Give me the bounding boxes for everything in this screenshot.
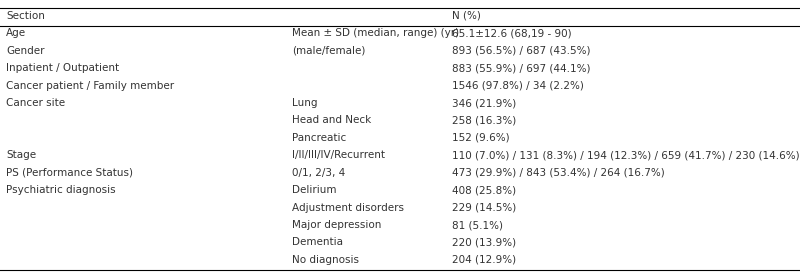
Text: 893 (56.5%) / 687 (43.5%): 893 (56.5%) / 687 (43.5%) bbox=[452, 46, 590, 56]
Text: 81 (5.1%): 81 (5.1%) bbox=[452, 220, 503, 230]
Text: Psychiatric diagnosis: Psychiatric diagnosis bbox=[6, 185, 116, 195]
Text: 204 (12.9%): 204 (12.9%) bbox=[452, 255, 516, 265]
Text: Age: Age bbox=[6, 28, 26, 38]
Text: PS (Performance Status): PS (Performance Status) bbox=[6, 168, 134, 178]
Text: No diagnosis: No diagnosis bbox=[292, 255, 359, 265]
Text: 1546 (97.8%) / 34 (2.2%): 1546 (97.8%) / 34 (2.2%) bbox=[452, 81, 584, 91]
Text: 65.1±12.6 (68,19 - 90): 65.1±12.6 (68,19 - 90) bbox=[452, 28, 572, 38]
Text: 883 (55.9%) / 697 (44.1%): 883 (55.9%) / 697 (44.1%) bbox=[452, 63, 590, 73]
Text: Pancreatic: Pancreatic bbox=[292, 133, 346, 143]
Text: Delirium: Delirium bbox=[292, 185, 337, 195]
Text: (male/female): (male/female) bbox=[292, 46, 366, 56]
Text: Inpatient / Outpatient: Inpatient / Outpatient bbox=[6, 63, 119, 73]
Text: Section: Section bbox=[6, 11, 46, 21]
Text: Adjustment disorders: Adjustment disorders bbox=[292, 203, 404, 213]
Text: 110 (7.0%) / 131 (8.3%) / 194 (12.3%) / 659 (41.7%) / 230 (14.6%): 110 (7.0%) / 131 (8.3%) / 194 (12.3%) / … bbox=[452, 150, 800, 160]
Text: 346 (21.9%): 346 (21.9%) bbox=[452, 98, 516, 108]
Text: 473 (29.9%) / 843 (53.4%) / 264 (16.7%): 473 (29.9%) / 843 (53.4%) / 264 (16.7%) bbox=[452, 168, 665, 178]
Text: 258 (16.3%): 258 (16.3%) bbox=[452, 115, 516, 125]
Text: Gender: Gender bbox=[6, 46, 45, 56]
Text: Head and Neck: Head and Neck bbox=[292, 115, 371, 125]
Text: Major depression: Major depression bbox=[292, 220, 382, 230]
Text: 220 (13.9%): 220 (13.9%) bbox=[452, 237, 516, 247]
Text: Lung: Lung bbox=[292, 98, 318, 108]
Text: N (%): N (%) bbox=[452, 11, 481, 21]
Text: Dementia: Dementia bbox=[292, 237, 343, 247]
Text: Mean ± SD (median, range) (yr): Mean ± SD (median, range) (yr) bbox=[292, 28, 459, 38]
Text: Cancer site: Cancer site bbox=[6, 98, 66, 108]
Text: 229 (14.5%): 229 (14.5%) bbox=[452, 203, 516, 213]
Text: I/II/III/IV/Recurrent: I/II/III/IV/Recurrent bbox=[292, 150, 385, 160]
Text: Cancer patient / Family member: Cancer patient / Family member bbox=[6, 81, 174, 91]
Text: 152 (9.6%): 152 (9.6%) bbox=[452, 133, 510, 143]
Text: 0/1, 2/3, 4: 0/1, 2/3, 4 bbox=[292, 168, 346, 178]
Text: 408 (25.8%): 408 (25.8%) bbox=[452, 185, 516, 195]
Text: Stage: Stage bbox=[6, 150, 37, 160]
